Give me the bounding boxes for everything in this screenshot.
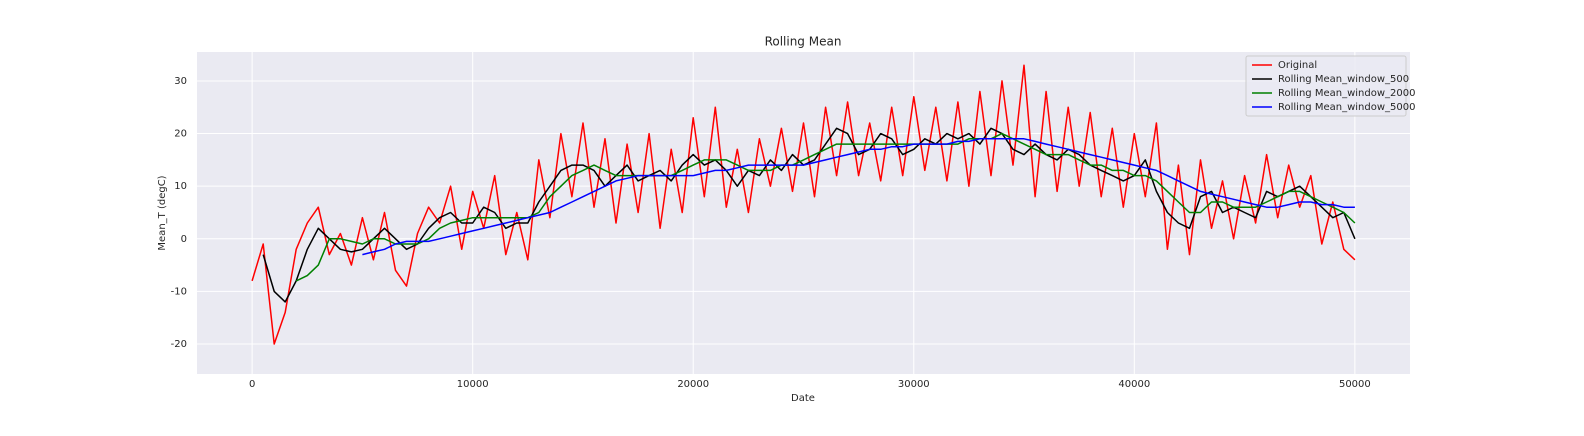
series-line bbox=[295, 132, 1356, 282]
legend: Original Rolling Mean_window_500 Rolling M… bbox=[1245, 55, 1415, 117]
legend-label: Rolling Mean_window_5000 bbox=[1278, 102, 1415, 113]
x-tick-label: 50000 bbox=[1339, 379, 1371, 390]
x-tick-label: 0 bbox=[249, 379, 255, 390]
legend-label: Rolling Mean_window_500 bbox=[1278, 74, 1409, 85]
y-tick-label: 10 bbox=[174, 181, 187, 192]
series-line bbox=[251, 64, 1356, 345]
chart-title: Rolling Mean bbox=[765, 35, 842, 49]
y-tick-label: -10 bbox=[171, 286, 187, 297]
x-tick-label: 40000 bbox=[1118, 379, 1150, 390]
x-tick-label: 20000 bbox=[677, 379, 709, 390]
legend-box bbox=[1245, 55, 1407, 117]
y-axis-label: Mean_T (degC) bbox=[157, 175, 168, 250]
x-axis-label: Date bbox=[791, 393, 815, 404]
x-tick-label: 30000 bbox=[898, 379, 930, 390]
series-line bbox=[262, 127, 1356, 303]
legend-label: Original bbox=[1278, 60, 1317, 71]
y-tick-label: 0 bbox=[181, 234, 187, 245]
x-tick-label: 10000 bbox=[457, 379, 489, 390]
legend-label: Rolling Mean_window_2000 bbox=[1278, 88, 1415, 99]
y-tick-label: -20 bbox=[171, 339, 187, 350]
plot-area bbox=[197, 52, 1410, 374]
series-line bbox=[362, 138, 1355, 256]
y-tick-label: 20 bbox=[174, 129, 187, 140]
y-tick-label: 30 bbox=[174, 76, 187, 87]
